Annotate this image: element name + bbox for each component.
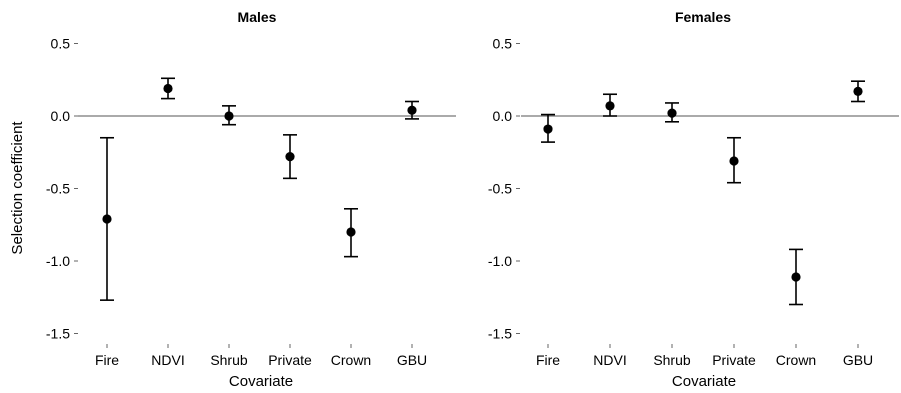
- females-x-tick-label-fire: Fire: [536, 352, 560, 368]
- females-point-crown: [791, 272, 801, 282]
- females-y-tick-label: -0.5: [488, 181, 512, 197]
- females-title: Females: [675, 9, 731, 25]
- females-point-ndvi: [605, 101, 615, 111]
- males-x-tick-label-fire: Fire: [95, 352, 119, 368]
- males-y-tick-label: -1.0: [46, 253, 70, 269]
- females-x-tick-label-shrub: Shrub: [653, 352, 691, 368]
- females-point-private: [729, 156, 739, 166]
- males-y-tick-label: 0.5: [51, 36, 71, 52]
- males-y-tick-label: 0.0: [51, 108, 71, 124]
- females-point-shrub: [667, 108, 677, 118]
- males-x-tick-label-shrub: Shrub: [210, 352, 248, 368]
- females-point-fire: [543, 124, 553, 134]
- females-y-tick-label: -1.5: [488, 326, 512, 342]
- females-x-axis-title: Covariate: [672, 373, 736, 390]
- females-x-tick-label-crown: Crown: [776, 352, 816, 368]
- males-y-tick-label: -1.5: [46, 326, 70, 342]
- males-point-shrub: [224, 111, 234, 121]
- males-x-tick-label-ndvi: NDVI: [151, 352, 184, 368]
- males-point-fire: [102, 214, 112, 224]
- males-point-crown: [346, 227, 356, 237]
- females-x-tick-label-gbu: GBU: [843, 352, 873, 368]
- males-title: Males: [238, 9, 277, 25]
- males-x-tick-label-private: Private: [268, 352, 312, 368]
- males-x-tick-label-crown: Crown: [331, 352, 371, 368]
- females-panel: Females Covariate 0.5 0.0 -0.5 -1.0 -1.5 Fire…: [488, 9, 899, 390]
- males-x-axis-title: Covariate: [229, 373, 293, 390]
- males-point-ndvi: [163, 83, 173, 94]
- males-point-gbu: [407, 105, 417, 115]
- females-x-tick-label-ndvi: NDVI: [593, 352, 626, 368]
- females-point-gbu: [853, 86, 863, 96]
- males-y-tick-label: -0.5: [46, 181, 70, 197]
- males-y-axis-title: Selection coefficient: [9, 121, 26, 255]
- females-y-tick-label: 0.0: [493, 108, 513, 124]
- females-y-tick-label: -1.0: [488, 253, 512, 269]
- males-panel: Males Selection coefficient Covariate 0.…: [9, 9, 456, 390]
- females-x-tick-label-private: Private: [712, 352, 756, 368]
- females-y-tick-label: 0.5: [493, 36, 513, 52]
- males-x-tick-label-gbu: GBU: [397, 352, 427, 368]
- males-point-private: [285, 152, 295, 162]
